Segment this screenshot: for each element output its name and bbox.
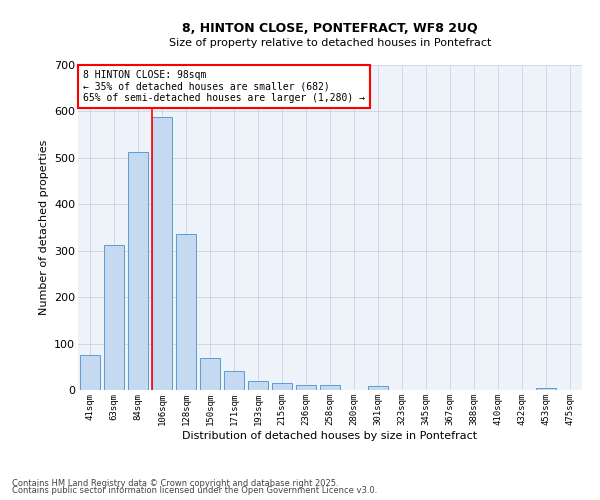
Bar — [536, 388, 556, 390]
Text: Contains public sector information licensed under the Open Government Licence v3: Contains public sector information licen… — [12, 486, 377, 495]
Bar — [104, 245, 124, 390]
Bar — [152, 117, 172, 390]
Bar — [320, 385, 340, 390]
Y-axis label: Number of detached properties: Number of detached properties — [38, 140, 49, 315]
Text: 8, HINTON CLOSE, PONTEFRACT, WF8 2UQ: 8, HINTON CLOSE, PONTEFRACT, WF8 2UQ — [182, 22, 478, 36]
Bar — [368, 386, 388, 390]
Bar — [224, 370, 244, 390]
Bar — [80, 355, 100, 390]
Bar — [176, 234, 196, 390]
X-axis label: Distribution of detached houses by size in Pontefract: Distribution of detached houses by size … — [182, 430, 478, 440]
Text: 8 HINTON CLOSE: 98sqm
← 35% of detached houses are smaller (682)
65% of semi-det: 8 HINTON CLOSE: 98sqm ← 35% of detached … — [83, 70, 365, 103]
Text: Contains HM Land Registry data © Crown copyright and database right 2025.: Contains HM Land Registry data © Crown c… — [12, 478, 338, 488]
Bar — [296, 385, 316, 390]
Bar — [128, 152, 148, 390]
Text: Size of property relative to detached houses in Pontefract: Size of property relative to detached ho… — [169, 38, 491, 48]
Bar — [200, 358, 220, 390]
Bar — [272, 383, 292, 390]
Bar — [248, 380, 268, 390]
